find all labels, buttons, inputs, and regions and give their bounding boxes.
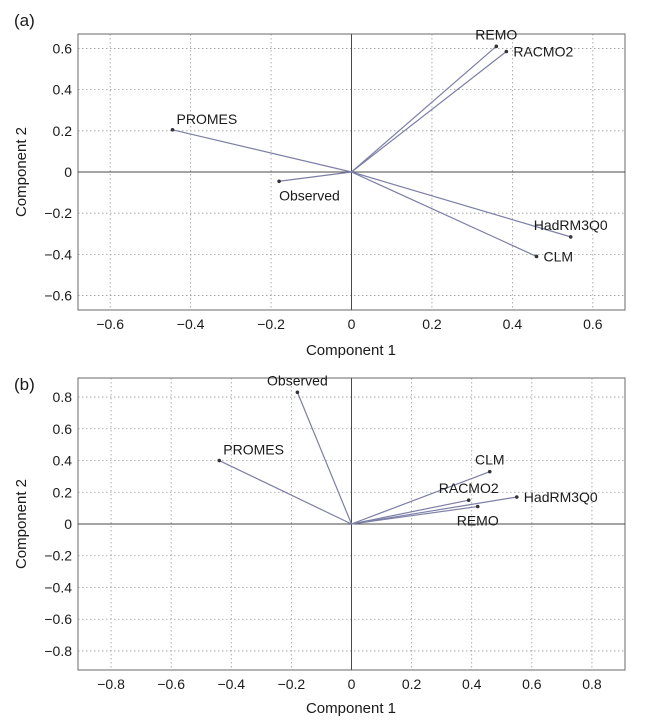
panel-b-x-tick-label: 0.8 [582, 676, 602, 692]
panel-b-point-label-promes: PROMES [223, 442, 284, 458]
panel-a-y-tick-label: −0.4 [44, 246, 72, 262]
panel-b-vector-racmo2 [351, 499, 469, 525]
panel-b-point-label-racmo2: RACMO2 [439, 480, 499, 496]
panel-b-y-tick-label: −0.4 [44, 579, 72, 595]
panel-b-point-label-remo: REMO [457, 513, 499, 529]
panel-a-y-axis-title: Component 2 [13, 127, 30, 217]
panel-a-y-tick-label: −0.6 [44, 288, 72, 304]
panel-b-y-tick-label: 0.4 [53, 453, 73, 469]
panel-b-y-tick-label: −0.2 [44, 548, 72, 564]
panel-a-vector-hadrm3q0 [351, 171, 571, 238]
panel-b-x-axis-title: Component 1 [306, 700, 396, 717]
panel-a-vector-clm [351, 171, 537, 257]
panel-b-point-clm [487, 469, 492, 474]
panel-a-vector-promes [172, 129, 352, 173]
panel-a-label: (a) [14, 11, 35, 30]
panel-b-vector-promes [218, 459, 352, 525]
panel-b-y-tick-label: −0.6 [44, 611, 72, 627]
panel-a-y-tick-label: 0.4 [53, 82, 73, 98]
panel-a-point-label-promes: PROMES [177, 111, 238, 127]
panel-b-y-tick-label: 0.6 [53, 421, 73, 437]
panel-b-y-tick-label: 0.8 [53, 389, 73, 405]
panel-a-point-label-observed: Observed [279, 187, 340, 203]
panel-a-point-label-clm: CLM [544, 248, 574, 264]
panel-a-point-hadrm3q0 [568, 235, 573, 239]
panel-b-label: (b) [14, 375, 35, 394]
panel-b-vector-clm [351, 471, 490, 525]
panel-a-y-tick-label: 0 [64, 164, 72, 180]
panel-b-point-hadrm3q0 [515, 495, 519, 499]
panel-b-x-tick-label: 0.4 [462, 676, 482, 692]
panel-b-x-tick-label: −0.6 [157, 676, 185, 692]
panel-a-point-racmo2 [504, 49, 509, 54]
panel-a-x-tick-label: 0 [348, 316, 356, 332]
panel-a-point-label-hadrm3q0: HadRM3Q0 [534, 217, 608, 233]
panel-b-x-tick-label: −0.2 [278, 676, 306, 692]
panel-a-x-tick-label: 0.2 [422, 316, 442, 332]
panel-a-point-clm [534, 254, 539, 259]
panel-b-point-observed [295, 390, 300, 395]
panel-b-point-racmo2 [466, 498, 471, 502]
panel-a-point-label-remo: REMO [475, 26, 517, 42]
panel-b-point-label-clm: CLM [475, 452, 505, 468]
panel-a-x-tick-label: −0.4 [177, 316, 205, 332]
panel-a-x-tick-label: 0.6 [583, 316, 603, 332]
panel-a-x-tick-label: −0.2 [257, 316, 285, 332]
panel-a-point-observed [277, 179, 281, 184]
panel-a-vector-observed [279, 171, 352, 182]
panel-b-y-axis-title: Component 2 [13, 479, 30, 569]
panel-b-point-label-hadrm3q0: HadRM3Q0 [524, 489, 598, 505]
panel-b-point-remo [475, 504, 480, 509]
panel-b-y-tick-label: −0.8 [44, 643, 72, 659]
panel-b-x-tick-label: 0.2 [402, 676, 422, 692]
panel-b-vector-hadrm3q0 [351, 496, 517, 525]
panel-b-x-tick-label: −0.8 [97, 676, 125, 692]
panel-b-vector-observed [296, 392, 353, 525]
panel-a-x-axis-title: Component 1 [306, 342, 396, 359]
panel-b-y-tick-label: 0 [64, 516, 72, 532]
panel-b-y-tick-label: 0.2 [53, 484, 73, 500]
panel-b-x-tick-label: 0.6 [522, 676, 542, 692]
panel-a-x-tick-label: 0.4 [503, 316, 523, 332]
panel-a-point-promes [170, 127, 175, 132]
panel-a-x-tick-label: −0.6 [96, 316, 124, 332]
panel-b-vector-remo [351, 505, 478, 525]
panel-a-vector-racmo2 [351, 51, 507, 173]
panel-b-point-label-observed: Observed [267, 372, 328, 388]
panel-a-y-tick-label: 0.6 [53, 40, 73, 56]
panel-a-point-remo [494, 44, 499, 49]
panel-b-x-tick-label: −0.4 [217, 676, 245, 692]
panel-a-point-label-racmo2: RACMO2 [513, 44, 573, 60]
panel-a-vector-remo [351, 45, 497, 173]
panel-a-y-tick-label: −0.2 [44, 205, 72, 221]
panel-b-point-promes [217, 458, 222, 463]
panel-b-x-tick-label: 0 [348, 676, 356, 692]
panel-a-y-tick-label: 0.2 [53, 123, 73, 139]
